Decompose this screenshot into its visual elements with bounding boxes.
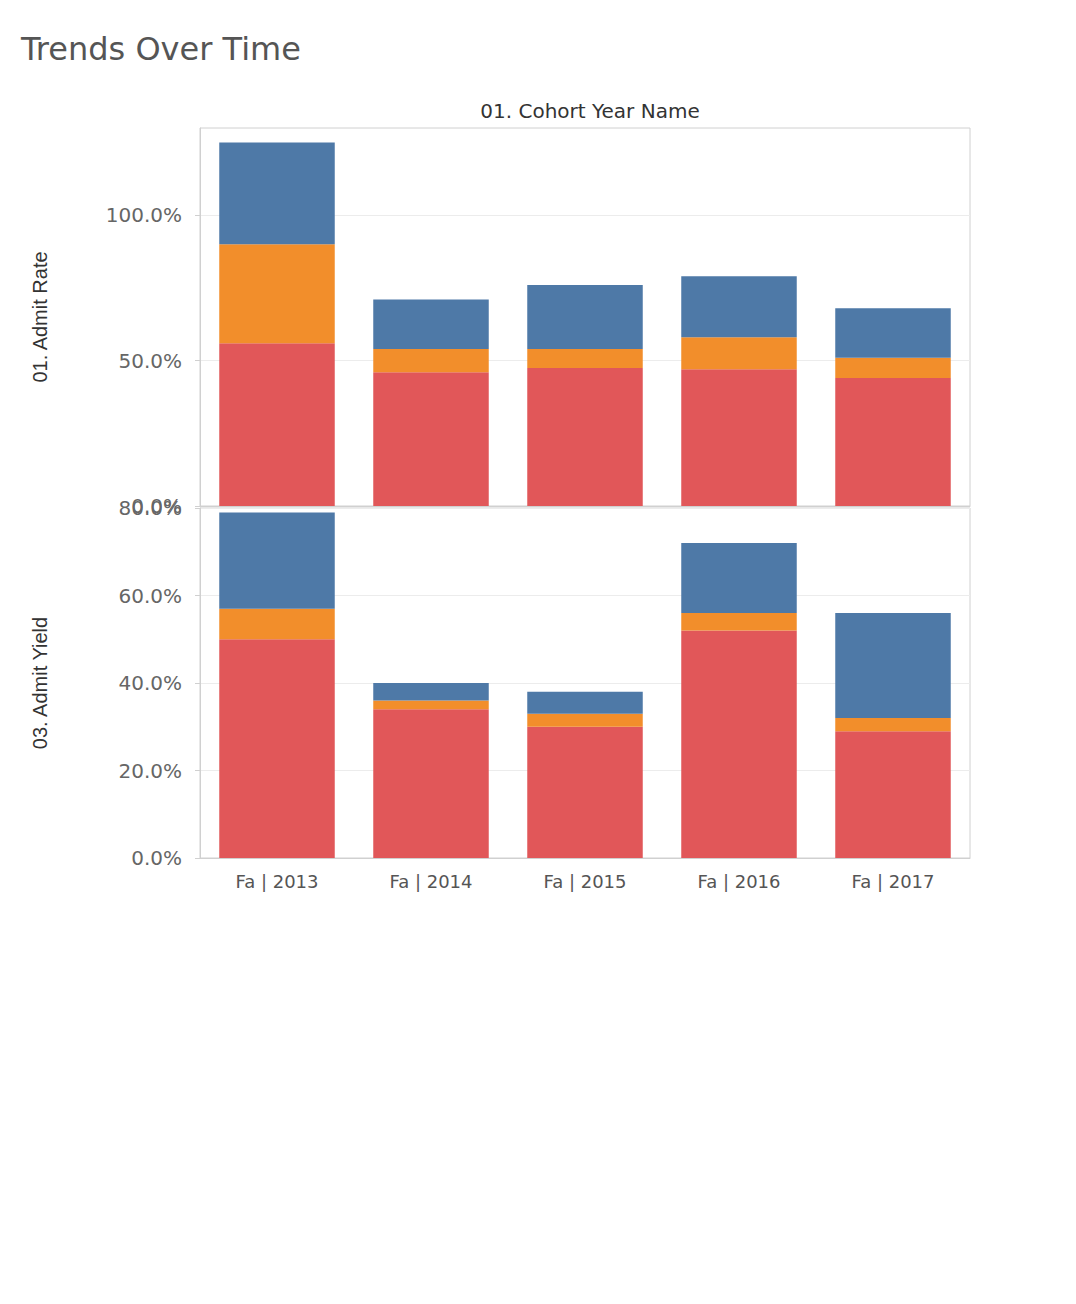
svg-text:Fa | 2016: Fa | 2016 <box>697 871 780 892</box>
svg-text:80.0%: 80.0% <box>118 496 182 520</box>
svg-text:50.0%: 50.0% <box>118 349 182 373</box>
svg-text:Fa | 2013: Fa | 2013 <box>235 871 318 892</box>
svg-text:20.0%: 20.0% <box>118 759 182 783</box>
svg-text:03. Admit Yield: 03. Admit Yield <box>29 617 51 749</box>
svg-text:Fa | 2015: Fa | 2015 <box>543 871 626 892</box>
svg-text:40.0%: 40.0% <box>118 671 182 695</box>
svg-text:Fa | 2017: Fa | 2017 <box>851 871 934 892</box>
svg-text:Fa | 2014: Fa | 2014 <box>389 871 472 892</box>
svg-text:01. Cohort Year Name: 01. Cohort Year Name <box>480 99 699 123</box>
svg-text:Trends Over Time: Trends Over Time <box>20 30 301 68</box>
svg-text:01. Admit Rate: 01. Admit Rate <box>29 251 51 382</box>
svg-text:100.0%: 100.0% <box>106 203 182 227</box>
svg-text:0.0%: 0.0% <box>131 846 182 870</box>
svg-text:60.0%: 60.0% <box>118 584 182 608</box>
